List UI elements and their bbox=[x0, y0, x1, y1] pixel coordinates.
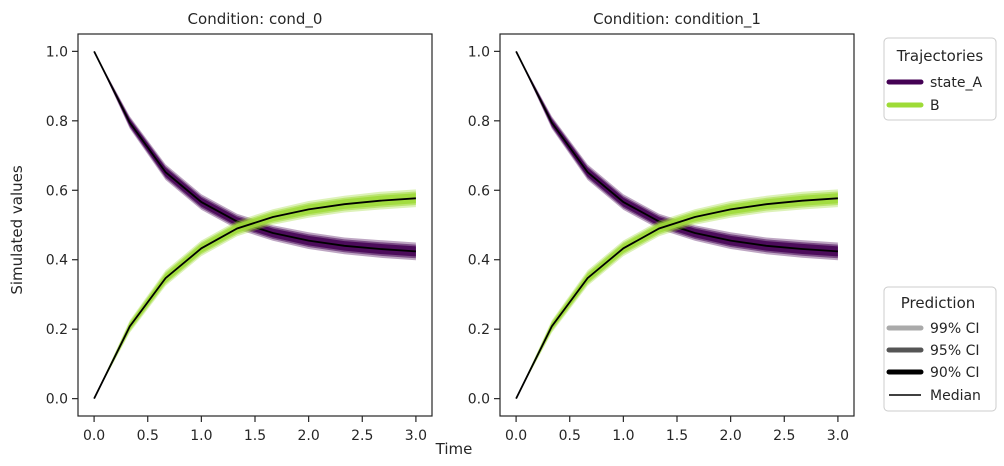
x-tick-label: 2.5 bbox=[773, 428, 795, 444]
legend-b-label: B bbox=[930, 98, 940, 114]
x-tick-label: 0.0 bbox=[83, 428, 105, 444]
y-tick-label: 0.8 bbox=[46, 114, 68, 130]
y-tick-label: 1.0 bbox=[46, 44, 68, 60]
x-axis-label: Time bbox=[435, 440, 473, 458]
y-tick-label: 0.0 bbox=[468, 392, 490, 408]
x-tick-label: 2.0 bbox=[720, 428, 742, 444]
y-tick-label: 0.0 bbox=[46, 392, 68, 408]
legend-trajectories: Trajectories state_A B bbox=[883, 37, 997, 121]
x-tick-label: 2.5 bbox=[351, 428, 373, 444]
x-tick-label: 0.5 bbox=[559, 428, 581, 444]
band-ci99-state-a bbox=[94, 51, 416, 261]
x-tick-label: 2.0 bbox=[298, 428, 320, 444]
x-tick-label: 3.0 bbox=[827, 428, 849, 444]
y-tick-label: 0.2 bbox=[468, 322, 490, 338]
legend-state-a-label: state_A bbox=[930, 75, 982, 91]
legend-median-label: Median bbox=[930, 388, 981, 404]
median-line-b bbox=[93, 197, 416, 399]
x-tick-label: 1.5 bbox=[244, 428, 266, 444]
x-tick-label: 1.0 bbox=[190, 428, 212, 444]
median-line-b bbox=[515, 197, 838, 399]
panel-cond-0: 0.0 0.5 1.0 1.5 2.0 2.5 3.0 0.0 0.2 0.4 0.6 0.8 1.0 C… bbox=[46, 10, 433, 444]
band-ci99-b bbox=[94, 189, 416, 399]
legend-ci95-label: 95% CI bbox=[930, 343, 979, 359]
legend-trajectories-frame bbox=[883, 37, 997, 121]
panel-condition-1: 0.0 0.5 1.0 1.5 2.0 2.5 3.0 0.0 0.2 0.4 0.6 0.8 1.0 C… bbox=[468, 10, 855, 444]
y-tick-label: 0.8 bbox=[468, 114, 490, 130]
legend-prediction-title: Prediction bbox=[901, 294, 976, 312]
panel-title: Condition: condition_1 bbox=[593, 10, 761, 29]
legend-prediction-frame bbox=[883, 286, 997, 412]
legend-ci90-label: 90% CI bbox=[930, 365, 979, 381]
panel-title: Condition: cond_0 bbox=[188, 10, 323, 29]
legend-prediction: Prediction 99% CI 95% CI 90% CI Median bbox=[883, 286, 997, 412]
y-axis-label: Simulated values bbox=[8, 165, 26, 295]
x-tick-label: 0.0 bbox=[505, 428, 527, 444]
band-ci99-state-a bbox=[516, 51, 838, 261]
x-tick-label: 3.0 bbox=[405, 428, 427, 444]
y-tick-label: 1.0 bbox=[468, 44, 490, 60]
y-tick-label: 0.6 bbox=[468, 183, 490, 199]
y-tick-label: 0.6 bbox=[46, 183, 68, 199]
y-tick-label: 0.2 bbox=[46, 322, 68, 338]
band-ci99-b bbox=[516, 189, 838, 399]
y-tick-label: 0.4 bbox=[468, 253, 490, 269]
x-tick-label: 0.5 bbox=[137, 428, 159, 444]
legend-ci99-label: 99% CI bbox=[930, 321, 979, 337]
legend-trajectories-title: Trajectories bbox=[896, 47, 984, 65]
x-tick-label: 1.0 bbox=[612, 428, 634, 444]
x-tick-label: 1.5 bbox=[666, 428, 688, 444]
y-tick-label: 0.4 bbox=[46, 253, 68, 269]
